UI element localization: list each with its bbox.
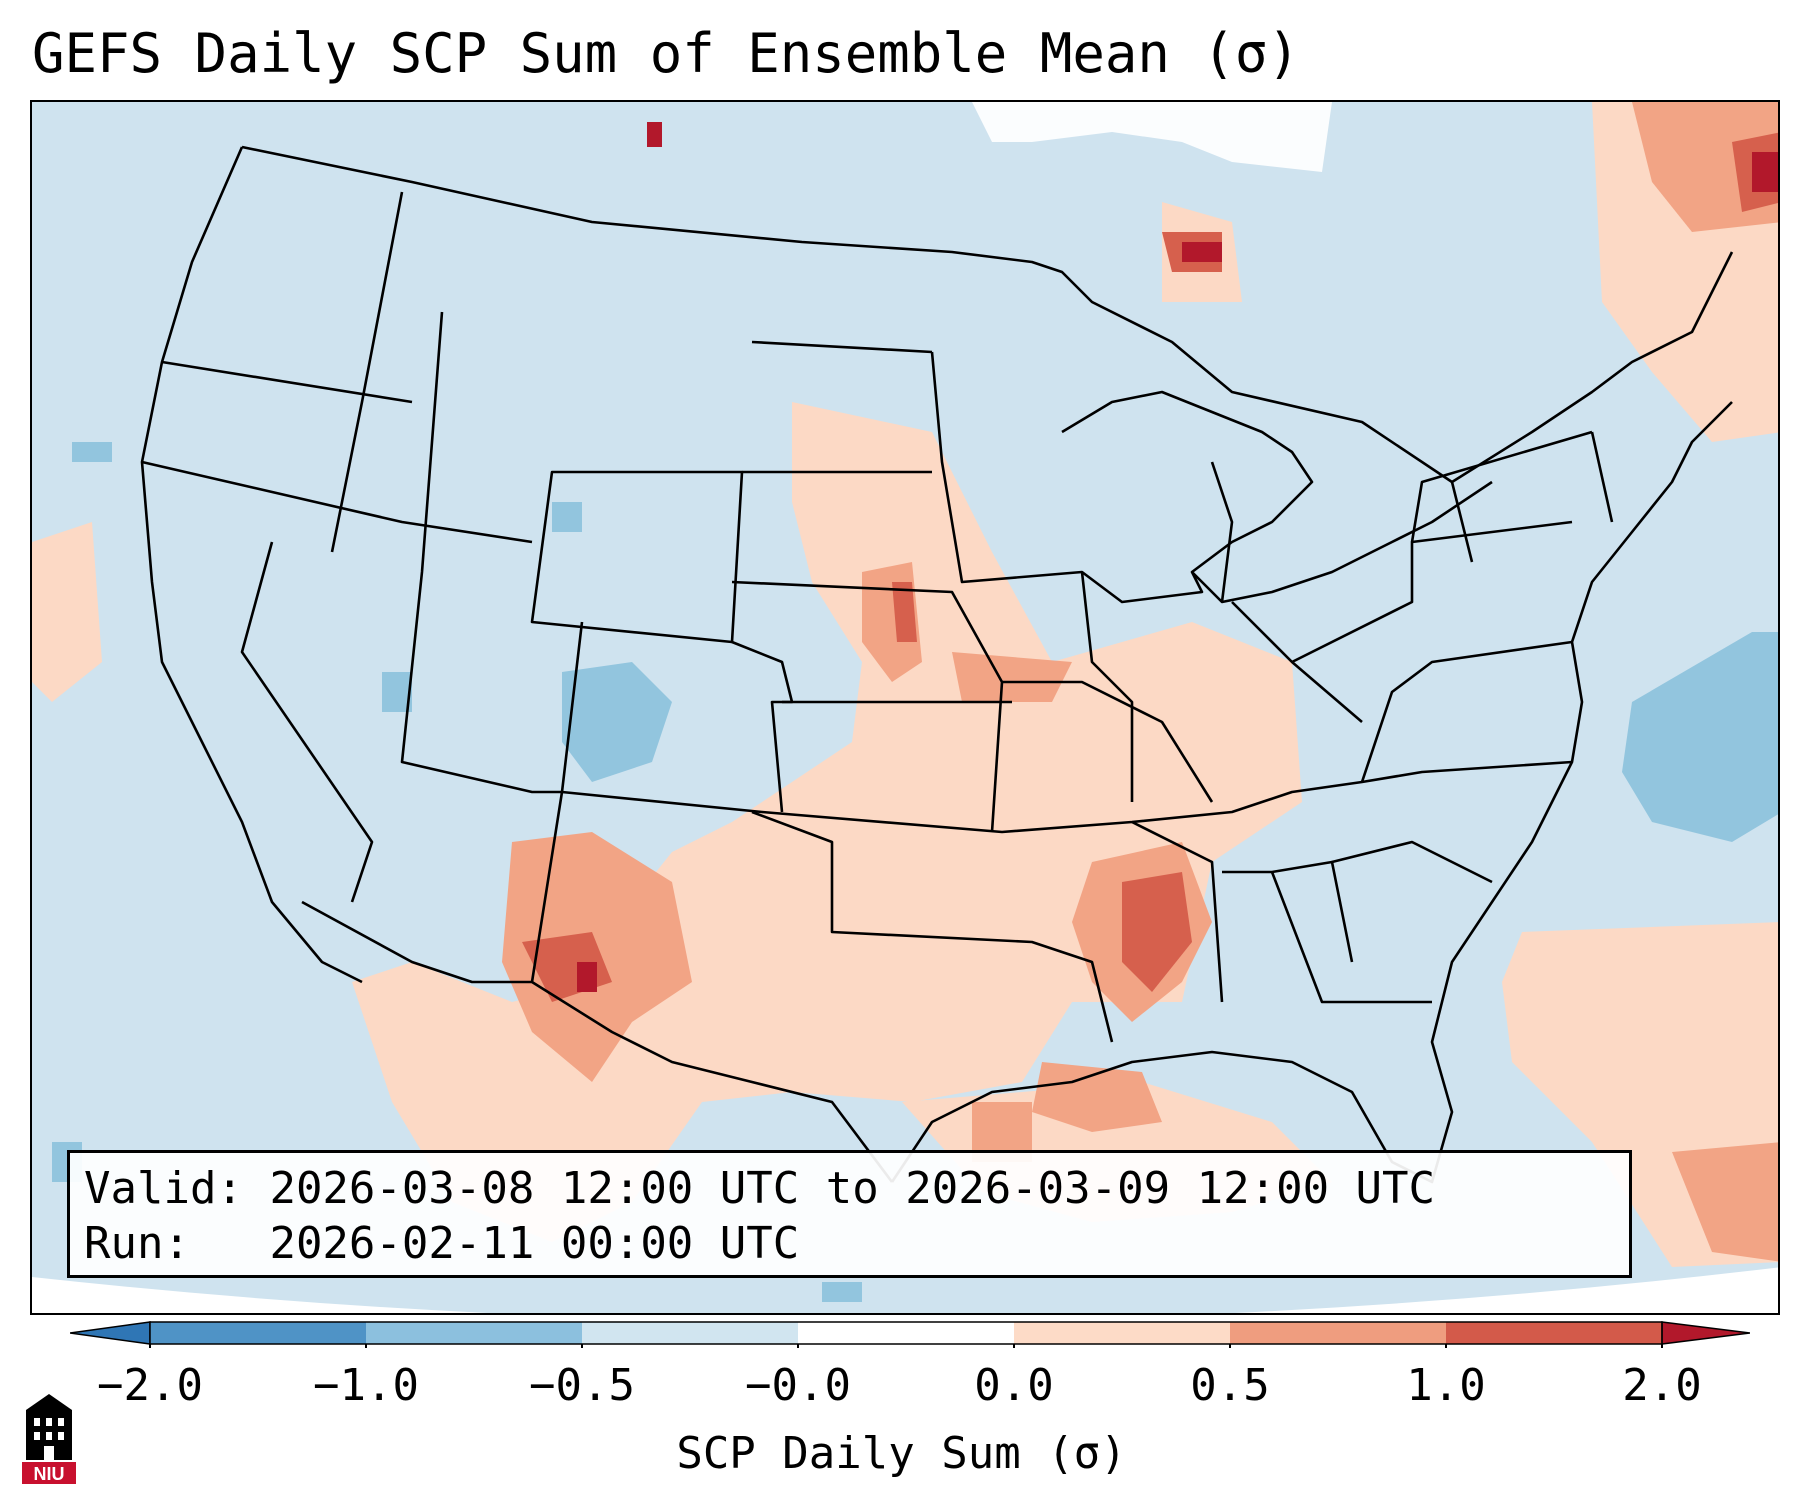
negative-anomaly-regions [52,442,1778,1302]
projection-edge-top [972,102,1332,172]
colorbar-tick: 0.0 [974,1360,1054,1411]
colorbar-tick: 0.5 [1190,1360,1270,1411]
colorbar-tick: −2.0 [97,1360,203,1411]
colorbar-tick: −1.0 [313,1360,419,1411]
map-panel [30,100,1780,1315]
positive-anomaly-regions [32,102,1778,1267]
colorbar-tick: −0.0 [745,1360,851,1411]
colorbar-tick: 2.0 [1622,1360,1702,1411]
colorbar [70,1321,1750,1348]
valid-label: Valid: [84,1163,243,1214]
map-svg [32,102,1778,1313]
valid-run-infobox: Valid: 2026-03-08 12:00 UTC to 2026-03-0… [67,1150,1632,1278]
colorbar-bin [798,1322,1014,1344]
logo-text: NIU [34,1464,65,1484]
colorbar-bin [1446,1322,1662,1344]
valid-value: 2026-03-08 12:00 UTC to 2026-03-09 12:00… [269,1163,1436,1214]
run-label: Run: [84,1218,190,1269]
colorbar-bin [366,1322,582,1344]
boundary-lines [140,145,1734,1184]
colorbar-bin [1014,1322,1230,1344]
colorbar-tick: 1.0 [1406,1360,1486,1411]
chart-title: GEFS Daily SCP Sum of Ensemble Mean (σ) [32,22,1300,85]
colorbar-tick: −0.5 [529,1360,635,1411]
colorbar-extend-high [1661,1321,1750,1345]
colorbar-bin [1230,1322,1446,1344]
projection-edge [32,1267,1778,1313]
colorbar-extend-low [70,1321,151,1345]
run-value: 2026-02-11 00:00 UTC [269,1218,800,1269]
colorbar-bin [582,1322,798,1344]
colorbar-bin [150,1322,366,1344]
niu-logo: NIU [22,1394,76,1484]
colorbar-label: SCP Daily Sum (σ) [676,1428,1127,1479]
extreme-anomaly-regions [577,122,1778,992]
